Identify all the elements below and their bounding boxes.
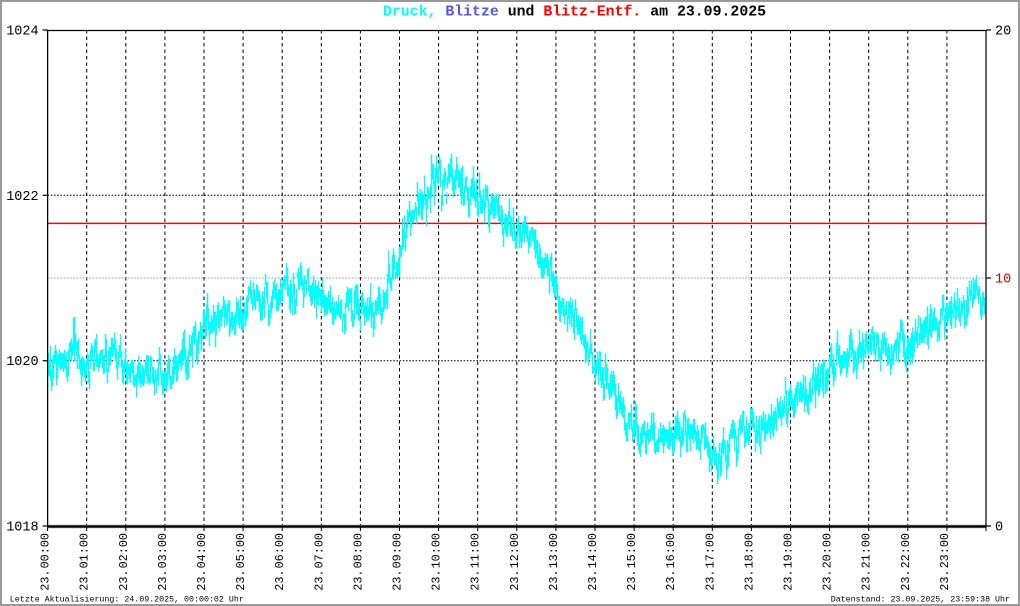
svg-text:23.: 23. [821,570,835,591]
svg-text:23.: 23. [469,570,483,591]
svg-text:16:00: 16:00 [664,533,678,568]
svg-text:Datenstand: 23.09.2025, 23:59:: Datenstand: 23.09.2025, 23:59:38 Uhr [831,595,1010,605]
svg-text:23.: 23. [117,570,131,591]
svg-text:10:00: 10:00 [430,533,444,568]
svg-text:13:00: 13:00 [547,533,561,568]
svg-text:03:00: 03:00 [156,533,170,568]
svg-text:23.: 23. [860,570,874,591]
svg-text:09:00: 09:00 [391,533,405,568]
svg-text:11:00: 11:00 [469,533,483,568]
svg-text:22:00: 22:00 [899,533,913,568]
svg-text:23.: 23. [625,570,639,591]
svg-text:18:00: 18:00 [742,533,756,568]
svg-text:23.: 23. [664,570,678,591]
svg-text:17:00: 17:00 [703,533,717,568]
svg-text:23:00: 23:00 [938,533,952,568]
svg-text:23.: 23. [39,570,53,591]
svg-text:14:00: 14:00 [586,533,600,568]
svg-text:23.: 23. [391,570,405,591]
svg-text:23.: 23. [703,570,717,591]
svg-text:0: 0 [995,521,1003,536]
svg-text:20: 20 [995,25,1011,40]
svg-text:1022: 1022 [6,190,38,205]
svg-text:1024: 1024 [6,25,38,40]
svg-text:23.: 23. [273,570,287,591]
svg-text:04:00: 04:00 [195,533,209,568]
svg-text:06:00: 06:00 [273,533,287,568]
svg-text:23.: 23. [508,570,522,591]
svg-text:15:00: 15:00 [625,533,639,568]
svg-text:23.: 23. [899,570,913,591]
svg-text:1018: 1018 [6,521,38,536]
svg-text:12:00: 12:00 [508,533,522,568]
svg-text:23.: 23. [78,570,92,591]
svg-text:23.: 23. [156,570,170,591]
svg-text:23.: 23. [547,570,561,591]
svg-text:23.: 23. [312,570,326,591]
svg-text:19:00: 19:00 [782,533,796,568]
svg-text:23.: 23. [782,570,796,591]
svg-text:21:00: 21:00 [860,533,874,568]
svg-text:23.: 23. [234,570,248,591]
svg-text:23.: 23. [195,570,209,591]
svg-text:10: 10 [995,273,1011,288]
svg-text:05:00: 05:00 [234,533,248,568]
svg-text:1020: 1020 [6,355,38,370]
svg-text:08:00: 08:00 [351,533,365,568]
svg-text:23.: 23. [742,570,756,591]
svg-text:20:00: 20:00 [821,533,835,568]
svg-text:23.: 23. [351,570,365,591]
svg-text:01:00: 01:00 [78,533,92,568]
svg-text:23.: 23. [938,570,952,591]
svg-text:02:00: 02:00 [117,533,131,568]
svg-text:Druck, Blitze und Blitz-Entf.: Druck, Blitze und Blitz-Entf. am 23.09.2… [383,5,766,21]
svg-text:00:00: 00:00 [39,533,53,568]
svg-text:07:00: 07:00 [312,533,326,568]
svg-text:Letzte Aktualisierung: 24.09.2: Letzte Aktualisierung: 24.09.2025, 00:00… [10,595,244,605]
svg-text:23.: 23. [430,570,444,591]
svg-text:23.: 23. [586,570,600,591]
